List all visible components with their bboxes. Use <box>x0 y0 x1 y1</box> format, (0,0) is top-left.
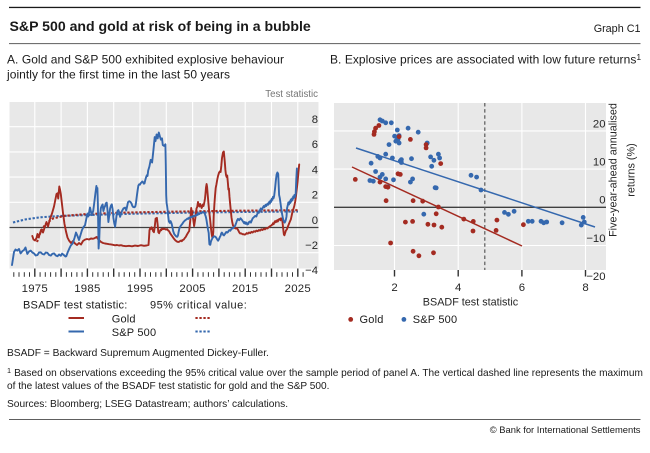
svg-text:20: 20 <box>593 118 606 130</box>
svg-text:© Bank for International Settl: © Bank for International Settlements <box>490 424 641 435</box>
svg-text:Test statistic: Test statistic <box>265 89 318 100</box>
svg-text:Sources: Bloomberg; LSEG Datas: Sources: Bloomberg; LSEG Datastream; aut… <box>7 399 288 410</box>
svg-text:4: 4 <box>455 282 461 294</box>
svg-text:10: 10 <box>593 157 606 169</box>
svg-text:8: 8 <box>582 282 588 294</box>
svg-text:BSADF test statistic: BSADF test statistic <box>423 296 519 308</box>
svg-text:4: 4 <box>312 164 318 176</box>
svg-text:2025: 2025 <box>285 283 311 295</box>
svg-text:6: 6 <box>312 139 318 151</box>
svg-text:returns (%): returns (%) <box>625 143 637 196</box>
svg-text:8: 8 <box>312 114 318 126</box>
svg-text:Graph C1: Graph C1 <box>594 23 641 35</box>
svg-text:1985: 1985 <box>74 283 100 295</box>
svg-text:−20: −20 <box>586 271 605 283</box>
svg-text:Gold: Gold <box>360 314 384 326</box>
svg-text:2: 2 <box>312 190 318 202</box>
svg-text:S&P 500 and gold at risk of be: S&P 500 and gold at risk of being in a b… <box>10 18 311 34</box>
svg-text:1975: 1975 <box>22 283 48 295</box>
svg-text:B. Explosive prices are associ: B. Explosive prices are associated with … <box>330 52 641 67</box>
svg-text:0: 0 <box>312 215 318 227</box>
svg-text:6: 6 <box>519 282 525 294</box>
svg-text:S&P 500: S&P 500 <box>112 327 157 339</box>
svg-text:BSADF = Backward Supremum Augm: BSADF = Backward Supremum Augmented Dick… <box>7 348 269 359</box>
svg-text:jointly for the first time in: jointly for the first time in the last 5… <box>6 67 230 81</box>
svg-text:95% critical value:: 95% critical value: <box>150 299 247 311</box>
svg-text:0: 0 <box>599 195 605 207</box>
svg-text:−4: −4 <box>305 265 318 277</box>
svg-text:2: 2 <box>391 282 397 294</box>
svg-text:A. Gold and S&P 500 exhibited: A. Gold and S&P 500 exhibited explosive … <box>7 52 284 66</box>
svg-text:Five-year-ahead annualised: Five-year-ahead annualised <box>607 103 619 237</box>
svg-text:of the latest values of the BS: of the latest values of the BSADF test s… <box>7 381 329 392</box>
svg-text:S&P 500: S&P 500 <box>413 314 458 326</box>
svg-text:2015: 2015 <box>232 283 258 295</box>
svg-text:Gold: Gold <box>112 313 136 325</box>
svg-text:−2: −2 <box>305 240 318 252</box>
svg-text:−10: −10 <box>586 233 605 245</box>
svg-text:2005: 2005 <box>179 283 205 295</box>
svg-text:1995: 1995 <box>127 283 153 295</box>
svg-text:BSADF test statistic:: BSADF test statistic: <box>23 299 127 311</box>
